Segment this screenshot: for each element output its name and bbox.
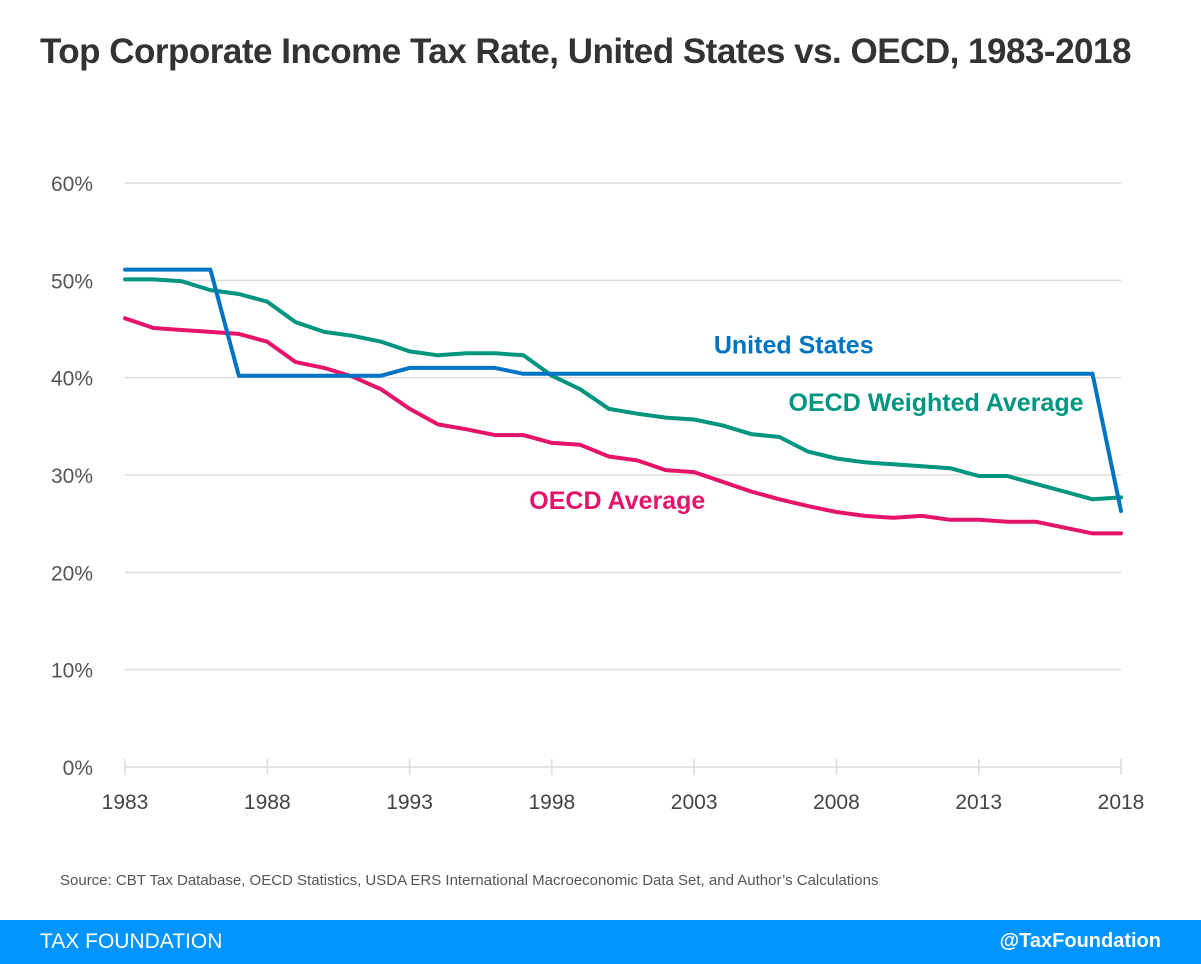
series-lines bbox=[123, 267, 1123, 536]
y-tick-label: 30% bbox=[51, 465, 93, 488]
y-tick-label: 60% bbox=[51, 173, 93, 196]
twitter-handle[interactable]: @TaxFoundation bbox=[999, 930, 1161, 952]
x-tick-label: 2013 bbox=[955, 791, 1002, 814]
x-tick-label: 2003 bbox=[671, 791, 718, 814]
chart-title: Top Corporate Income Tax Rate, United St… bbox=[40, 32, 1131, 71]
x-tick-label: 1998 bbox=[528, 791, 575, 814]
y-tick-label: 20% bbox=[51, 562, 93, 585]
source-note: Source: CBT Tax Database, OECD Statistic… bbox=[60, 872, 879, 889]
series-labels: United States OECD Weighted Average OECD A… bbox=[529, 331, 1083, 515]
x-tick-label: 2018 bbox=[1098, 791, 1145, 814]
y-tick-label: 10% bbox=[51, 660, 93, 683]
x-axis-ticks: 1983 1988 1993 1998 2003 2008 2013 2018 bbox=[102, 759, 1145, 814]
x-tick-label: 1983 bbox=[102, 791, 149, 814]
x-tick-label: 1993 bbox=[386, 791, 433, 814]
x-tick-label: 2008 bbox=[813, 791, 860, 814]
y-tick-label: 40% bbox=[51, 368, 93, 391]
y-tick-label: 0% bbox=[63, 757, 93, 780]
series-label-oecd-average: OECD Average bbox=[529, 487, 705, 515]
brand-logo-text: TAX FOUNDATION bbox=[40, 930, 223, 953]
x-tick-label: 1988 bbox=[244, 791, 291, 814]
series-line-oecd-weighted-average bbox=[123, 277, 1123, 502]
line-chart: 0% 10% 20% 30% 40% 50% 60% 1983 1988 1993 1998 200… bbox=[51, 173, 1145, 814]
footer-bar: TAX FOUNDATION @TaxFoundation bbox=[0, 920, 1201, 964]
y-tick-label: 50% bbox=[51, 270, 93, 293]
series-line-oecd-average bbox=[123, 316, 1123, 536]
series-label-united-states: United States bbox=[714, 331, 874, 359]
series-line-united-states bbox=[123, 267, 1123, 513]
grid-lines bbox=[125, 182, 1121, 768]
y-axis-ticks: 0% 10% 20% 30% 40% 50% 60% bbox=[51, 173, 93, 780]
series-label-oecd-weighted-average: OECD Weighted Average bbox=[789, 389, 1084, 417]
